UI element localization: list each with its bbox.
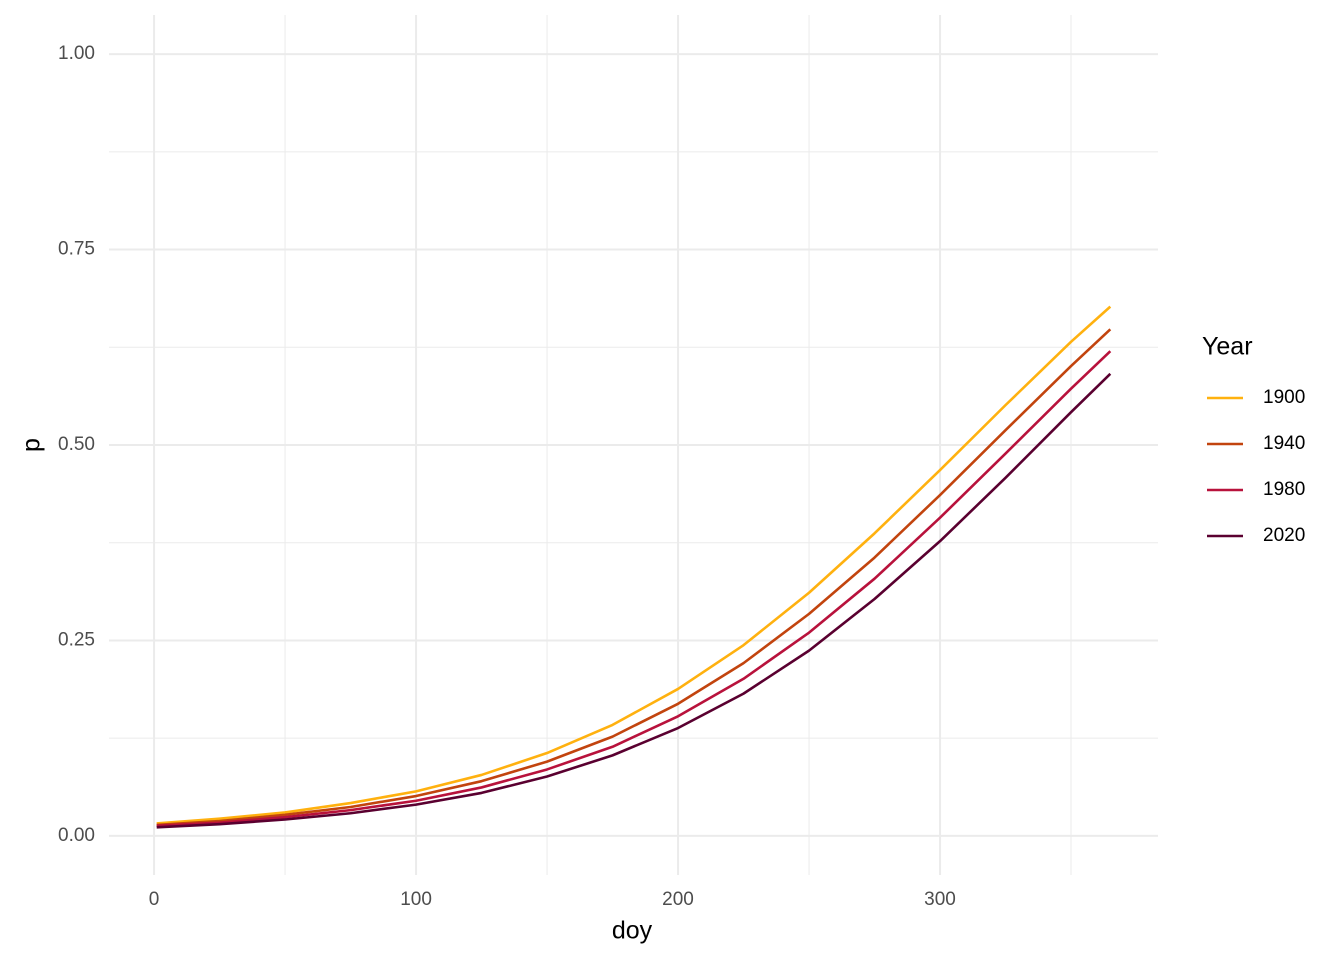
- legend-label: 1940: [1263, 433, 1305, 454]
- legend-label: 1980: [1263, 479, 1305, 500]
- legend-title: Year: [1202, 333, 1253, 361]
- line-series: [156, 372, 1112, 829]
- x-axis-title: doy: [612, 917, 653, 945]
- line-series: [156, 305, 1112, 825]
- x-tick-label: 100: [400, 889, 432, 910]
- legend-label: 1900: [1263, 387, 1305, 408]
- x-tick-label: 0: [149, 889, 160, 910]
- y-axis-title: p: [18, 438, 46, 452]
- y-tick-label: 0.75: [58, 239, 95, 260]
- y-tick-label: 1.00: [58, 43, 95, 64]
- line-series: [156, 350, 1112, 828]
- y-tick-label: 0.25: [58, 629, 95, 650]
- x-tick-label: 200: [662, 889, 694, 910]
- legend-label: 2020: [1263, 525, 1305, 546]
- y-tick-label: 0.50: [58, 434, 95, 455]
- x-tick-label: 300: [924, 889, 956, 910]
- line-series: [156, 328, 1112, 827]
- y-tick-label: 0.00: [58, 825, 95, 846]
